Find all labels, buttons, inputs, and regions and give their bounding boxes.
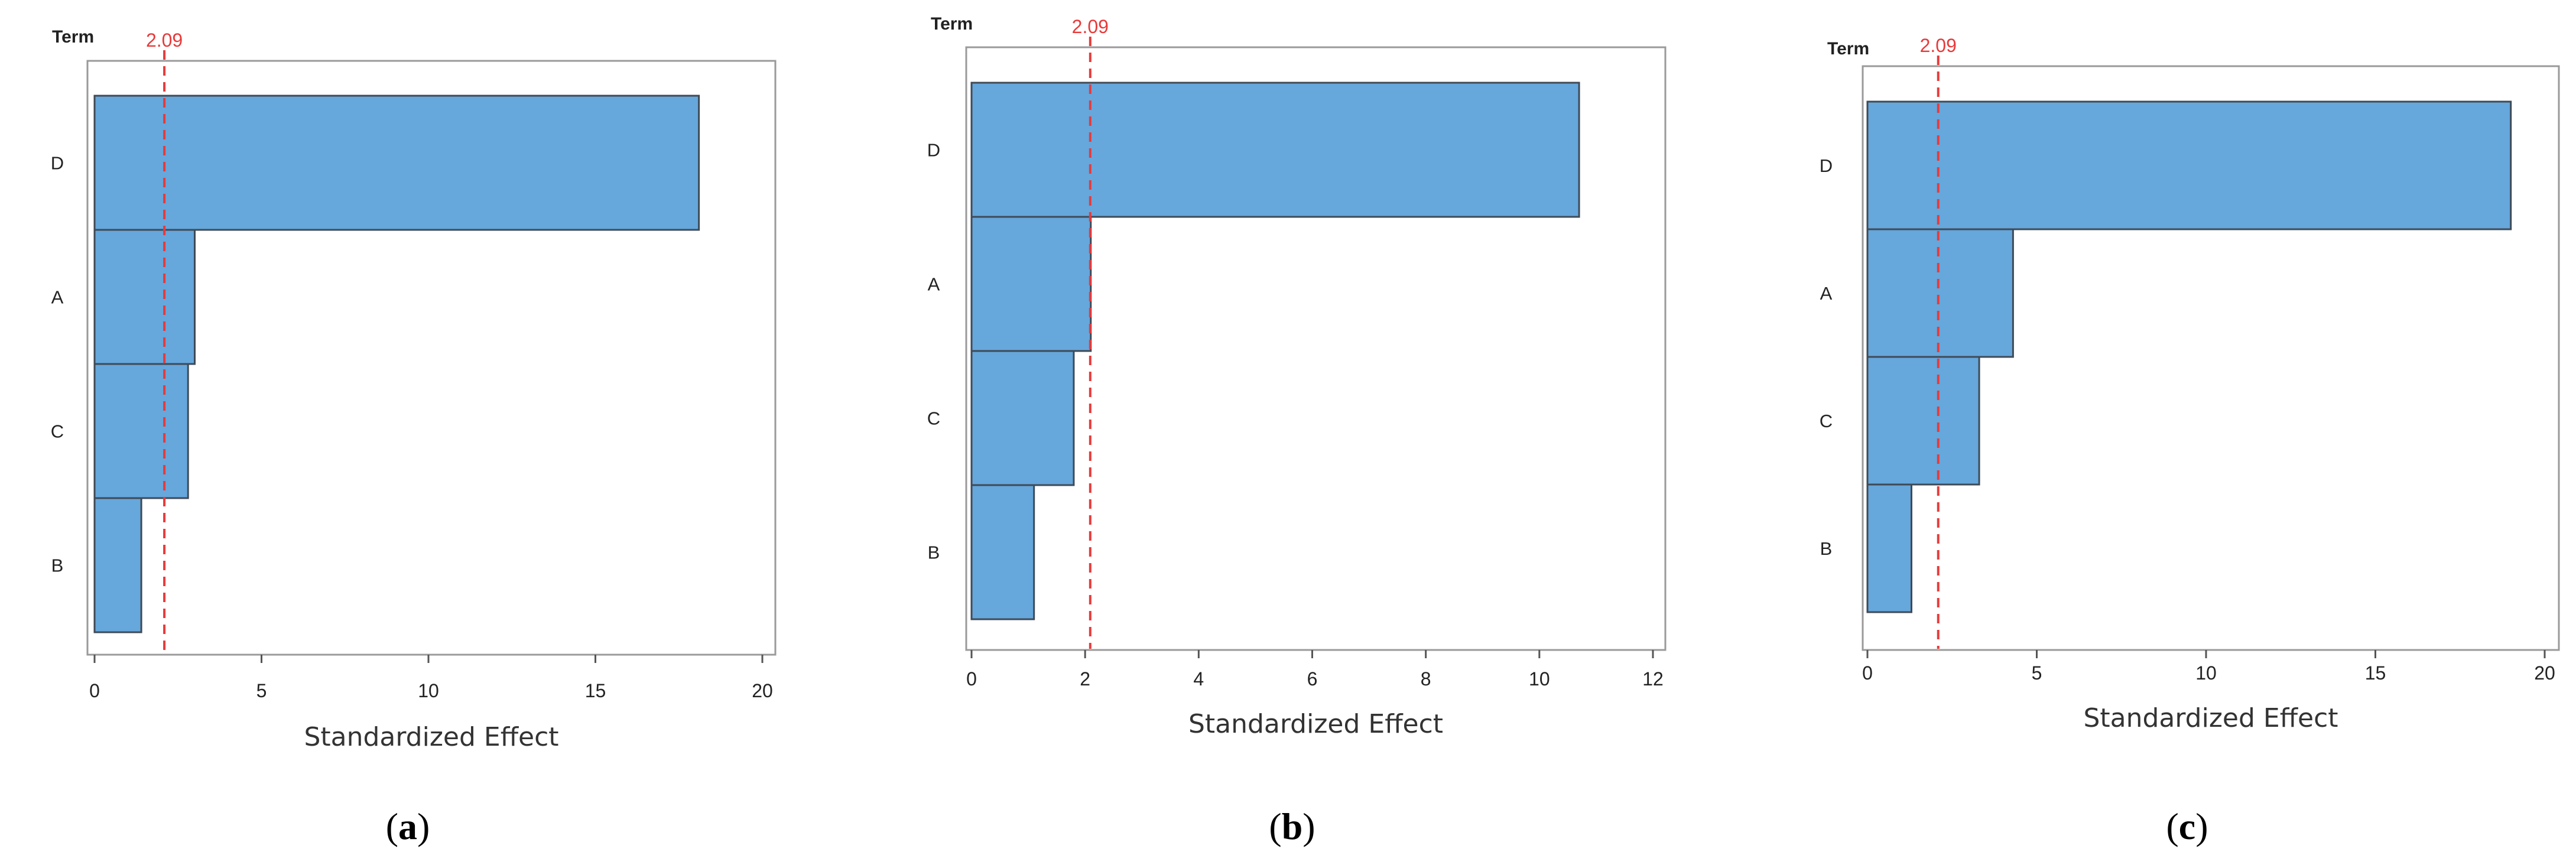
reference-line-label: 2.09 [1920, 35, 1957, 56]
x-tick-label: 8 [1421, 668, 1431, 690]
term-label-B: B [928, 542, 940, 563]
bar-A [93, 229, 196, 365]
term-label-D: D [1820, 155, 1833, 176]
plot-frame [965, 46, 1667, 651]
y-axis-title: Term [931, 14, 973, 34]
term-label-B: B [51, 555, 64, 576]
bar-D [93, 95, 700, 231]
bar-B [1866, 483, 1912, 613]
x-tick-label: 4 [1193, 668, 1204, 690]
term-label-D: D [51, 153, 64, 174]
x-tick-label: 12 [1642, 668, 1664, 690]
bar-C [970, 350, 1075, 486]
term-label-C: C [51, 421, 64, 442]
x-axis-title: Standardized Effect [304, 722, 558, 752]
reference-line-label: 2.09 [146, 30, 183, 51]
x-tick-label: 15 [585, 680, 606, 701]
x-tick-label: 10 [418, 680, 439, 701]
term-label-A: A [1820, 283, 1833, 304]
bar-B [970, 484, 1035, 620]
bar-A [970, 216, 1092, 352]
y-axis-title: Term [1827, 39, 1869, 58]
term-label-B: B [1820, 538, 1833, 559]
x-tick-label: 6 [1307, 668, 1318, 690]
chart-panel-c: Term D A C B 2.09 0 5 10 15 20 Standardized Effect (… [1820, 35, 2560, 847]
chart-panel-a: Term D A C B 2.09 0 5 10 15 20 Standardized Effect (… [51, 27, 777, 847]
x-tick-label: 20 [2534, 662, 2555, 684]
term-label-C: C [1820, 411, 1833, 431]
bar-C [93, 363, 189, 499]
x-tick-label: 2 [1080, 668, 1090, 690]
reference-line-label: 2.09 [1072, 16, 1109, 37]
chart-panel-b: Term D A C B 2.09 0 2 4 6 8 10 12 Standardized Effect… [927, 14, 1667, 847]
term-label-A: A [51, 287, 64, 308]
x-tick-label: 15 [2365, 662, 2386, 684]
x-tick-label: 0 [966, 668, 977, 690]
term-label-C: C [927, 408, 940, 429]
plot-frame [86, 60, 777, 656]
panel-label: (a) [386, 805, 430, 847]
x-tick-label: 10 [2195, 662, 2217, 684]
x-tick-label: 5 [2032, 662, 2042, 684]
term-label-D: D [927, 140, 940, 161]
x-tick-label: 20 [752, 680, 773, 701]
x-tick-label: 5 [256, 680, 267, 701]
term-label-A: A [928, 274, 940, 295]
x-axis-title: Standardized Effect [1188, 709, 1443, 739]
bar-A [1866, 228, 2014, 358]
y-axis-title: Term [52, 27, 94, 47]
x-tick-label: 10 [1529, 668, 1550, 690]
bar-D [970, 82, 1580, 218]
x-tick-label: 0 [89, 680, 100, 701]
bar-D [1866, 100, 2512, 230]
panel-label: (b) [1269, 805, 1315, 847]
bar-B [93, 497, 142, 633]
panel-label: (c) [2166, 805, 2208, 847]
x-axis-title: Standardized Effect [2083, 703, 2338, 733]
bar-C [1866, 356, 1980, 486]
plot-frame [1862, 65, 2560, 651]
x-tick-label: 0 [1862, 662, 1873, 684]
